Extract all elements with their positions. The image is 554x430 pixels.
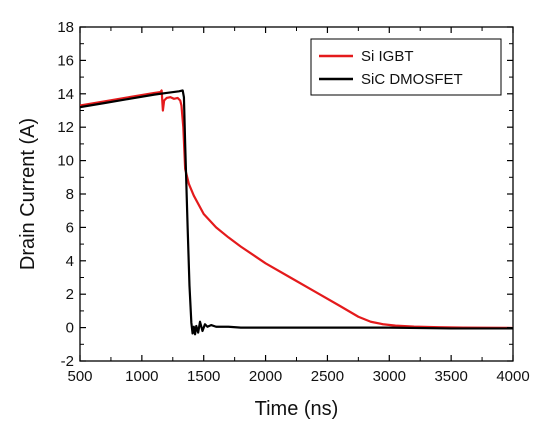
y-tick-label: 6 (66, 219, 74, 236)
y-tick-label: 18 (57, 19, 74, 36)
y-tick-label: 0 (66, 320, 74, 337)
y-axis-title: Drain Current (A) (17, 118, 39, 270)
x-tick-label: 1000 (125, 368, 158, 385)
legend-label: Si IGBT (361, 48, 414, 65)
legend: Si IGBT SiC DMOSFET (310, 38, 502, 96)
y-tick-label: -2 (61, 353, 74, 370)
series-line-sic-dmosfet (80, 89, 513, 336)
y-tick-label: 8 (66, 186, 74, 203)
x-tick-label: 1500 (187, 368, 220, 385)
y-tick-label: 4 (66, 253, 74, 270)
axes: 500 1000 1500 2000 2500 3000 3500 4000 -2 0 2 4 6 8 10… (57, 19, 529, 385)
legend-label: SiC DMOSFET (361, 71, 463, 88)
y-tick-label: 10 (57, 153, 74, 170)
x-tick-label: 3000 (373, 368, 406, 385)
y-tick-label: 2 (66, 286, 74, 303)
x-tick-label: 2500 (311, 368, 344, 385)
y-tick-label: 14 (57, 86, 74, 103)
y-tick-label: 12 (57, 119, 74, 136)
series-line-si-igbt (80, 89, 513, 330)
y-tick-label: 16 (57, 52, 74, 69)
x-axis-title: Time (ns) (255, 398, 339, 420)
x-tick-label: 500 (67, 368, 92, 385)
x-tick-label: 2000 (249, 368, 282, 385)
legend-box (310, 38, 502, 96)
series-lines (80, 89, 513, 336)
x-tick-label: 4000 (496, 368, 529, 385)
x-tick-label: 3500 (434, 368, 467, 385)
